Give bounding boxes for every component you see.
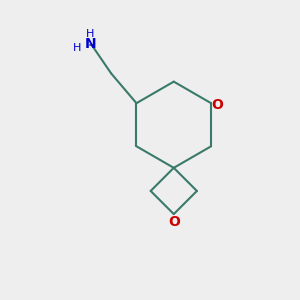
Text: O: O: [212, 98, 224, 112]
Text: H: H: [86, 29, 94, 39]
Text: O: O: [168, 215, 180, 230]
Text: H: H: [73, 43, 81, 53]
Text: N: N: [85, 37, 96, 51]
